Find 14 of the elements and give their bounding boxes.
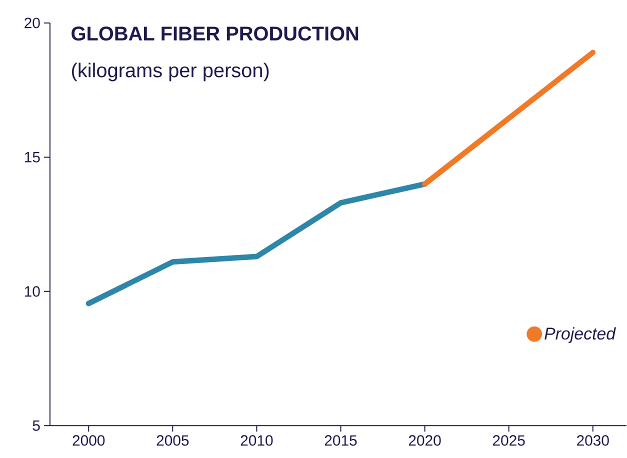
y-tick-label: 5 (32, 420, 40, 432)
x-tick-label: 2010 (240, 435, 273, 446)
y-tick-label: 10 (24, 286, 40, 297)
x-tick-label: 2025 (492, 435, 525, 446)
y-tick-label: 15 (24, 152, 40, 163)
legend-label: Projected (544, 327, 616, 344)
chart-title: GLOBAL FIBER PRODUCTION (72, 26, 358, 41)
x-tick-label: 2005 (156, 435, 189, 446)
x-tick-label: 2020 (408, 435, 441, 446)
x-tick-label: 2030 (577, 435, 609, 446)
y-tick-label: 20 (24, 18, 40, 28)
x-tick-label: 2000 (72, 435, 105, 446)
x-tick-label: 2015 (324, 435, 357, 446)
text: (kilograms per person) (72, 62, 269, 82)
